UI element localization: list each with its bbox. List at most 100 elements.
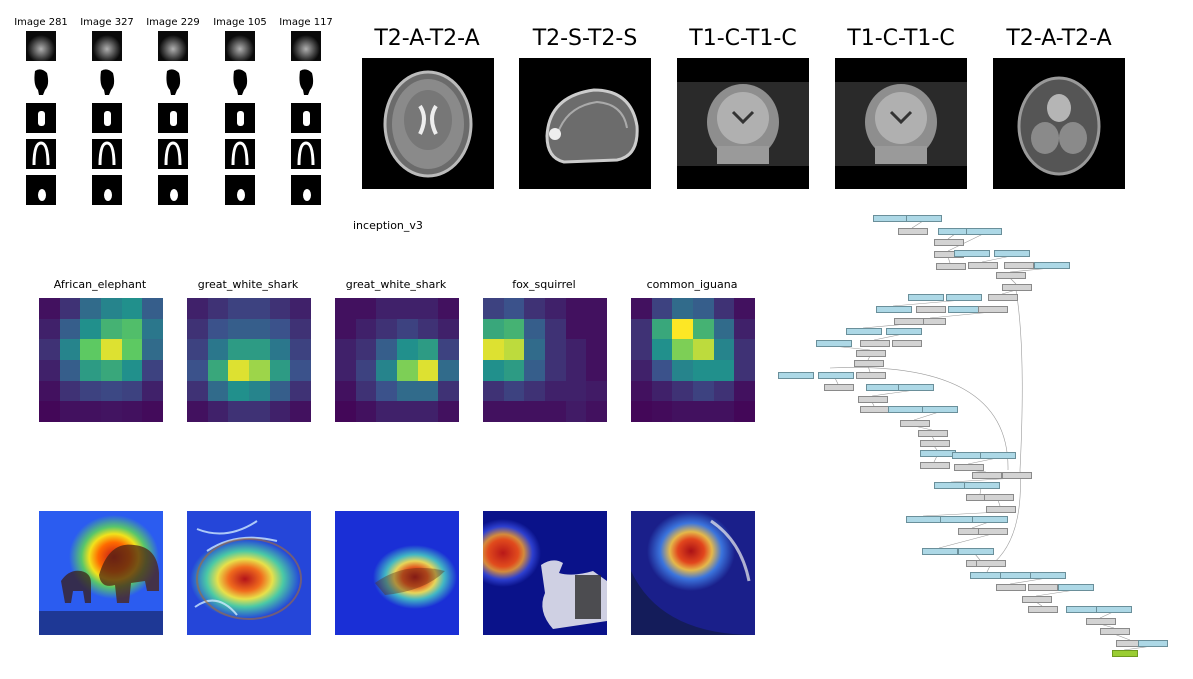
- graph-node: [824, 384, 854, 391]
- heatmap-cell: [269, 339, 291, 361]
- graph-edge: [997, 499, 1001, 507]
- graph-node: [1022, 596, 1052, 603]
- graph-node: [866, 384, 902, 391]
- heatmap-cell: [121, 318, 143, 340]
- heatmap-cell: [80, 298, 102, 320]
- heatmap-cell: [142, 380, 163, 402]
- us-mask-image: [158, 103, 188, 133]
- graph-edge: [967, 457, 998, 465]
- heatmap-cell: [483, 318, 505, 340]
- graph-edge: [938, 533, 993, 549]
- heatmap-cell: [101, 298, 123, 320]
- graph-node: [816, 340, 852, 347]
- graph-edge: [986, 565, 991, 573]
- graph-edge: [1099, 611, 1114, 619]
- heatmap-cell: [586, 401, 607, 422]
- us-mask-image: [92, 103, 122, 133]
- heatmap-cell: [269, 380, 291, 402]
- heatmap-cell: [631, 339, 653, 361]
- graph-edge: [933, 455, 938, 463]
- class-label-1: African_elephant: [53, 278, 147, 291]
- graph-node: [906, 516, 942, 523]
- heatmap-cell: [713, 298, 735, 320]
- graph-node: [894, 318, 924, 325]
- us-echo-image: [158, 31, 188, 61]
- heatmap-great-white-shark: [187, 298, 311, 422]
- heatmap-cell: [503, 401, 525, 422]
- heatmap-cell: [290, 360, 311, 382]
- heatmap-cell: [187, 318, 209, 340]
- heatmap-cell: [269, 360, 291, 382]
- graph-node: [972, 516, 1008, 523]
- heatmap-cell: [651, 339, 673, 361]
- heatmap-fox-squirrel: [483, 298, 607, 422]
- heatmap-cell: [417, 339, 439, 361]
- heatmap-cell: [734, 401, 755, 422]
- graph-edge: [867, 365, 871, 373]
- heatmap-cell: [121, 360, 143, 382]
- heatmap-cell: [376, 339, 398, 361]
- heatmap-cell: [39, 401, 61, 422]
- heatmap-cell: [355, 298, 377, 320]
- heatmap-cell: [565, 380, 587, 402]
- mri-title-4: T1-C-T1-C: [847, 26, 955, 51]
- heatmap-cell: [524, 339, 546, 361]
- cam-overlay-common-iguana: [631, 511, 755, 635]
- heatmap-cell: [59, 360, 81, 382]
- graph-node: [996, 584, 1026, 591]
- heatmap-african-elephant: [39, 298, 163, 422]
- heatmap-cell: [397, 298, 419, 320]
- heatmap-cell: [59, 298, 81, 320]
- heatmap-cell: [335, 298, 357, 320]
- graph-node: [860, 340, 890, 347]
- graph-node: [940, 516, 976, 523]
- heatmap-cell: [483, 360, 505, 382]
- cam-overlay-great-white-shark: [187, 511, 311, 635]
- heatmap-cell: [335, 380, 357, 402]
- heatmap-cell: [438, 298, 459, 320]
- heatmap-cell: [397, 360, 419, 382]
- inception-graph-diagram: [770, 210, 1170, 660]
- graph-node: [958, 548, 994, 555]
- graph-node: [1002, 284, 1032, 291]
- heatmap-cell: [693, 380, 715, 402]
- graph-node: [936, 263, 966, 270]
- graph-node: [906, 215, 942, 222]
- heatmap-cell: [734, 318, 755, 340]
- heatmap-cell: [207, 401, 229, 422]
- heatmap-cell: [207, 318, 229, 340]
- us-title-4: Image 105: [213, 17, 267, 28]
- graph-edge: [947, 256, 951, 264]
- heatmap-cell: [397, 318, 419, 340]
- heatmap-cell: [524, 401, 546, 422]
- heatmap-cell: [438, 380, 459, 402]
- us-mask-image: [291, 139, 321, 169]
- heatmap-cell: [101, 401, 123, 422]
- heatmap-cell: [269, 298, 291, 320]
- graph-node: [888, 406, 924, 413]
- heatmap-cell: [693, 401, 715, 422]
- us-mask-image: [225, 103, 255, 133]
- cam-overlay-african-elephant: [39, 511, 163, 635]
- heatmap-cell: [545, 360, 567, 382]
- mri-coronal-t1-image-2: [835, 58, 967, 189]
- heatmap-cell: [693, 360, 715, 382]
- us-title-2: Image 327: [80, 17, 134, 28]
- heatmap-cell: [142, 318, 163, 340]
- heatmap-cell: [290, 318, 311, 340]
- us-mask-image: [26, 175, 56, 205]
- heatmap-cell: [376, 360, 398, 382]
- heatmap-cell: [631, 318, 653, 340]
- graph-edge: [974, 553, 981, 561]
- graph-edge: [1113, 633, 1131, 641]
- heatmap-cell: [438, 360, 459, 382]
- us-echo-image: [225, 31, 255, 61]
- cam-overlay-fox-squirrel: [483, 511, 607, 635]
- heatmap-cell: [207, 360, 229, 382]
- mri-sagittal-t2-image: [519, 58, 651, 189]
- graph-edge: [971, 521, 990, 529]
- us-mask-image: [291, 175, 321, 205]
- us-mask-silhouette: [26, 67, 56, 97]
- heatmap-cell: [417, 318, 439, 340]
- heatmap-cell: [565, 298, 587, 320]
